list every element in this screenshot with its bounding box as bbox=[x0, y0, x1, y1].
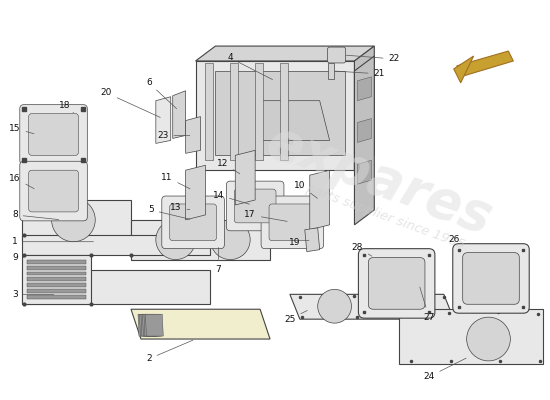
Polygon shape bbox=[399, 309, 543, 364]
Polygon shape bbox=[145, 314, 163, 336]
FancyBboxPatch shape bbox=[20, 105, 87, 164]
Text: 23: 23 bbox=[157, 131, 190, 140]
Polygon shape bbox=[131, 220, 270, 260]
Polygon shape bbox=[196, 46, 375, 61]
Circle shape bbox=[52, 198, 95, 242]
FancyBboxPatch shape bbox=[170, 204, 216, 241]
Polygon shape bbox=[305, 228, 320, 252]
Text: 20: 20 bbox=[101, 88, 160, 118]
Polygon shape bbox=[140, 314, 157, 336]
Polygon shape bbox=[173, 91, 186, 138]
Text: 25: 25 bbox=[284, 310, 307, 324]
Polygon shape bbox=[22, 255, 91, 304]
Polygon shape bbox=[358, 160, 371, 184]
Polygon shape bbox=[27, 266, 86, 270]
Polygon shape bbox=[156, 97, 170, 143]
Circle shape bbox=[211, 220, 250, 260]
Text: 12: 12 bbox=[217, 159, 240, 174]
Text: 26: 26 bbox=[448, 235, 461, 252]
Text: 27: 27 bbox=[420, 287, 435, 322]
Text: 14: 14 bbox=[213, 190, 250, 204]
FancyBboxPatch shape bbox=[328, 47, 345, 63]
FancyBboxPatch shape bbox=[234, 189, 276, 223]
FancyBboxPatch shape bbox=[453, 244, 529, 313]
FancyBboxPatch shape bbox=[227, 181, 284, 231]
Text: 15: 15 bbox=[9, 124, 34, 134]
Text: 13: 13 bbox=[170, 204, 190, 212]
FancyBboxPatch shape bbox=[269, 204, 316, 241]
FancyBboxPatch shape bbox=[29, 170, 79, 212]
Text: 8: 8 bbox=[12, 210, 59, 220]
Polygon shape bbox=[27, 284, 86, 287]
Text: 21: 21 bbox=[336, 69, 385, 78]
Circle shape bbox=[318, 289, 351, 323]
Text: 2: 2 bbox=[146, 340, 193, 363]
FancyBboxPatch shape bbox=[368, 258, 425, 309]
Polygon shape bbox=[27, 289, 86, 293]
Polygon shape bbox=[131, 309, 270, 339]
FancyBboxPatch shape bbox=[162, 196, 224, 249]
Text: expares: expares bbox=[260, 115, 499, 245]
Polygon shape bbox=[22, 270, 211, 304]
Text: 10: 10 bbox=[294, 181, 317, 198]
Text: 6: 6 bbox=[146, 78, 177, 109]
Polygon shape bbox=[144, 314, 162, 336]
FancyBboxPatch shape bbox=[463, 253, 519, 304]
Polygon shape bbox=[358, 118, 371, 142]
Text: 11: 11 bbox=[161, 173, 190, 189]
Polygon shape bbox=[186, 116, 201, 153]
Polygon shape bbox=[22, 235, 211, 255]
Polygon shape bbox=[186, 165, 206, 220]
Text: 22: 22 bbox=[346, 54, 400, 64]
Text: 16: 16 bbox=[9, 174, 34, 189]
Text: 4: 4 bbox=[228, 54, 273, 80]
Polygon shape bbox=[456, 51, 513, 76]
Text: 9: 9 bbox=[12, 253, 24, 262]
Polygon shape bbox=[27, 278, 86, 282]
Polygon shape bbox=[22, 200, 131, 240]
FancyBboxPatch shape bbox=[359, 249, 435, 318]
Text: 24: 24 bbox=[424, 358, 466, 381]
Text: 1: 1 bbox=[12, 237, 94, 246]
Polygon shape bbox=[280, 63, 288, 160]
Circle shape bbox=[156, 220, 196, 260]
Polygon shape bbox=[230, 63, 238, 160]
Bar bbox=[328, 63, 334, 79]
Circle shape bbox=[466, 317, 510, 361]
Text: 19: 19 bbox=[289, 238, 309, 247]
Polygon shape bbox=[310, 170, 329, 230]
Polygon shape bbox=[27, 295, 86, 299]
Polygon shape bbox=[141, 314, 159, 336]
Text: 7: 7 bbox=[216, 248, 221, 274]
FancyBboxPatch shape bbox=[261, 196, 323, 249]
Polygon shape bbox=[27, 260, 86, 264]
Text: 28: 28 bbox=[352, 243, 372, 256]
Text: 5: 5 bbox=[148, 206, 190, 219]
Polygon shape bbox=[142, 314, 160, 336]
Polygon shape bbox=[255, 63, 263, 160]
Polygon shape bbox=[358, 77, 371, 101]
Polygon shape bbox=[354, 46, 375, 170]
Polygon shape bbox=[260, 101, 329, 140]
FancyBboxPatch shape bbox=[29, 114, 79, 155]
Polygon shape bbox=[196, 61, 354, 170]
Polygon shape bbox=[235, 150, 255, 205]
Polygon shape bbox=[138, 314, 156, 336]
Text: 17: 17 bbox=[244, 210, 287, 221]
Text: a parts supplier since 1985: a parts supplier since 1985 bbox=[293, 178, 466, 252]
Polygon shape bbox=[206, 63, 213, 160]
Polygon shape bbox=[290, 294, 454, 319]
Polygon shape bbox=[27, 272, 86, 276]
Polygon shape bbox=[454, 56, 474, 83]
Text: 18: 18 bbox=[59, 101, 73, 113]
Text: 3: 3 bbox=[12, 290, 54, 299]
Polygon shape bbox=[216, 71, 344, 155]
Polygon shape bbox=[354, 56, 375, 225]
FancyBboxPatch shape bbox=[20, 161, 87, 221]
